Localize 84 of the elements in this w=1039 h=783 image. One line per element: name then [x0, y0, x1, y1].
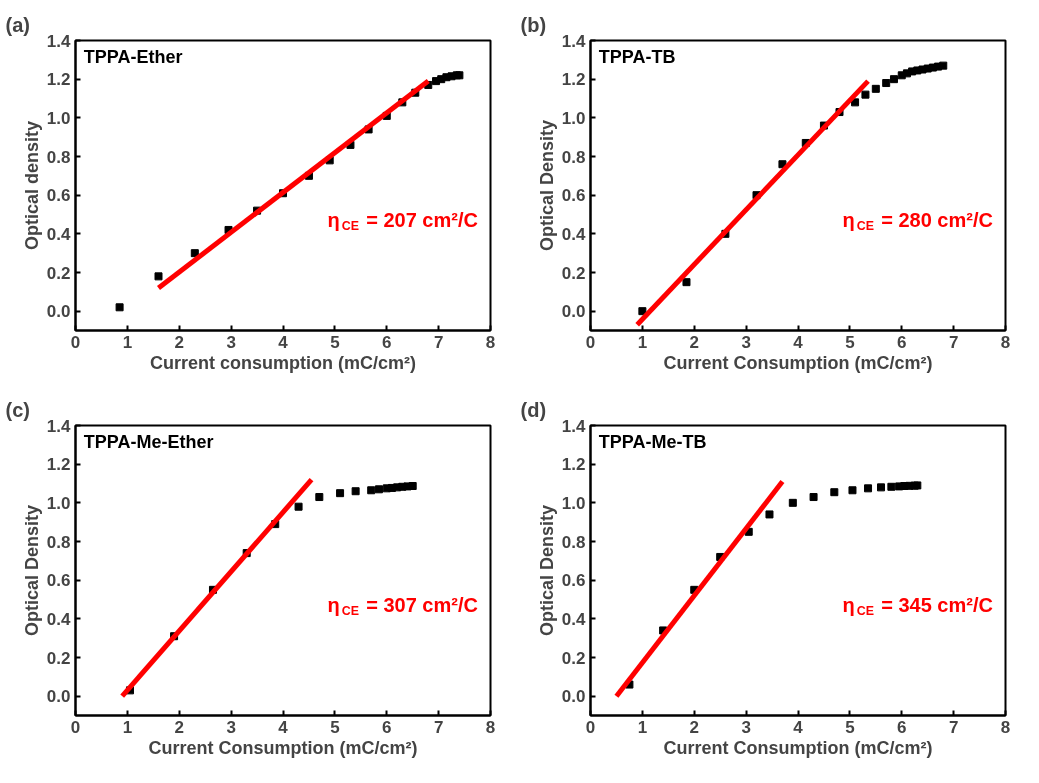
x-tick-label: 1 [637, 332, 648, 352]
x-tick-label: 7 [433, 332, 444, 352]
x-axis-title: Current Consumption (mC/cm²) [663, 737, 933, 758]
x-tick-label: 8 [485, 717, 496, 737]
x-tick-label: 8 [1000, 717, 1011, 737]
x-tick-label: 7 [948, 332, 959, 352]
y-tick-label: 1.0 [46, 108, 71, 128]
x-tick-label: 3 [741, 332, 751, 352]
y-tick-label: 1.2 [561, 70, 586, 90]
y-tick-label: 0.8 [561, 532, 586, 552]
y-tick-label: 0.6 [46, 571, 71, 591]
y-tick-label: 0.6 [561, 186, 586, 206]
y-tick-label: 0.4 [46, 609, 72, 629]
y-tick-label: 0.0 [46, 687, 71, 707]
x-tick-label: 5 [330, 332, 340, 352]
x-tick-label: 6 [382, 332, 392, 352]
x-tick-label: 3 [741, 717, 751, 737]
x-tick-label: 1 [637, 717, 648, 737]
x-tick-label: 2 [174, 332, 184, 352]
annotation: TPPA-Me-Ether [83, 431, 214, 452]
y-tick-label: 0.2 [46, 648, 71, 668]
chart-title: (b) [520, 13, 547, 36]
y-tick-label: 0.4 [561, 609, 587, 629]
chart-title: (a) [5, 13, 30, 36]
x-tick-label: 0 [585, 332, 596, 352]
x-tick-label: 6 [897, 332, 907, 352]
x-tick-label: 2 [174, 717, 184, 737]
x-tick-label: 1 [122, 717, 133, 737]
y-tick-label: 0.4 [561, 224, 587, 244]
y-axis-title: Optical Density [21, 504, 42, 637]
y-tick-label: 1.4 [46, 416, 72, 436]
x-tick-label: 5 [845, 717, 855, 737]
y-tick-label: 0.0 [46, 302, 71, 322]
y-axis-title: Optical Density [536, 504, 557, 637]
y-axis-title: Optical Density [536, 119, 557, 252]
x-tick-label: 4 [793, 717, 804, 737]
x-axis-title: Current Consumption (mC/cm²) [148, 737, 418, 758]
x-tick-label: 2 [689, 717, 699, 737]
y-tick-label: 0.6 [561, 571, 586, 591]
y-tick-label: 0.2 [561, 263, 586, 283]
x-tick-label: 6 [897, 717, 907, 737]
annotation: TPPA-Ether [83, 46, 183, 67]
annotation: TPPA-TB [598, 46, 676, 67]
y-tick-label: 1.2 [46, 70, 71, 90]
y-tick-label: 1.0 [561, 493, 586, 513]
chart-title: (d) [520, 398, 547, 421]
x-tick-label: 4 [793, 332, 804, 352]
x-tick-label: 7 [948, 717, 959, 737]
x-axis-title: Current Consumption (mC/cm²) [663, 352, 933, 373]
y-tick-label: 0.2 [46, 263, 71, 283]
chart-title: (c) [5, 398, 30, 421]
y-axis-title: Optical density [21, 120, 42, 251]
x-tick-label: 7 [433, 717, 444, 737]
y-tick-label: 0.2 [561, 648, 586, 668]
y-tick-label: 1.0 [46, 493, 71, 513]
y-tick-label: 0.0 [561, 687, 586, 707]
x-tick-label: 8 [485, 332, 496, 352]
x-tick-label: 2 [689, 332, 699, 352]
y-tick-label: 0.0 [561, 302, 586, 322]
y-tick-label: 0.8 [46, 147, 71, 167]
x-tick-label: 0 [585, 717, 596, 737]
x-tick-label: 4 [278, 332, 289, 352]
y-tick-label: 0.8 [46, 532, 71, 552]
x-tick-label: 3 [226, 332, 236, 352]
y-tick-label: 0.8 [561, 147, 586, 167]
x-tick-label: 8 [1000, 332, 1011, 352]
x-tick-label: 4 [278, 717, 289, 737]
y-tick-label: 1.4 [46, 31, 72, 51]
x-axis-title: Current consumption (mC/cm²) [150, 352, 417, 373]
x-tick-label: 0 [70, 717, 81, 737]
y-tick-label: 1.2 [46, 455, 71, 475]
x-tick-label: 1 [122, 332, 133, 352]
y-tick-label: 0.4 [46, 224, 72, 244]
x-tick-label: 6 [382, 717, 392, 737]
x-tick-label: 0 [70, 332, 81, 352]
y-tick-label: 1.2 [561, 455, 586, 475]
x-tick-label: 5 [330, 717, 340, 737]
y-tick-label: 0.6 [46, 186, 71, 206]
x-tick-label: 5 [845, 332, 855, 352]
x-tick-label: 3 [226, 717, 236, 737]
y-tick-label: 1.4 [561, 31, 587, 51]
annotation: TPPA-Me-TB [598, 431, 707, 452]
y-tick-label: 1.0 [561, 108, 586, 128]
y-tick-label: 1.4 [561, 416, 587, 436]
